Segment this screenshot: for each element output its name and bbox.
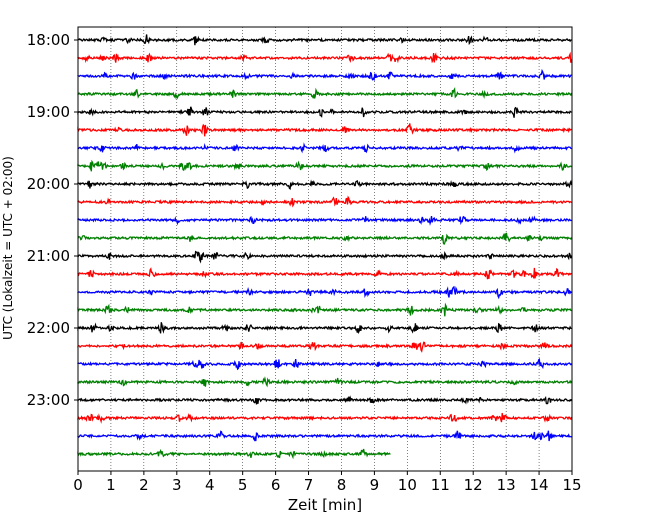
trace-line	[77, 142, 572, 154]
trace-line	[77, 51, 573, 64]
x-tick-label: 8	[337, 476, 347, 494]
x-tick-label: 15	[562, 476, 581, 494]
trace-line	[77, 395, 573, 405]
trace-line	[77, 285, 573, 300]
trace-line	[77, 250, 573, 264]
x-tick-label: 2	[139, 476, 149, 494]
trace-line	[77, 68, 572, 82]
trace-line	[77, 232, 573, 246]
trace-line	[77, 341, 573, 353]
trace-line	[77, 322, 572, 335]
trace-line	[77, 430, 572, 442]
trace-line	[77, 448, 391, 460]
y-tick-label: 23:00	[27, 391, 70, 409]
x-tick-label: 0	[73, 476, 83, 494]
x-tick-label: 3	[172, 476, 182, 494]
trace-line	[77, 179, 573, 191]
x-tick-label: 13	[497, 476, 516, 494]
x-tick-label: 9	[370, 476, 380, 494]
trace-line	[77, 123, 572, 137]
y-tick-label: 20:00	[27, 175, 70, 193]
trace-line	[77, 215, 572, 226]
vertical-grid	[110, 27, 540, 471]
trace-line	[77, 195, 572, 208]
x-tick-label: 6	[271, 476, 281, 494]
x-tick-label: 7	[304, 476, 314, 494]
seismic-traces	[77, 34, 573, 460]
x-tick-label: 14	[530, 476, 549, 494]
trace-line	[77, 34, 572, 46]
x-axis-label: Zeit [min]	[288, 496, 362, 514]
x-axis-ticks: 0 1 2 3 4 5 6 7 8 9 10 11 12 13 14 15	[73, 471, 582, 494]
trace-line	[77, 376, 573, 388]
plot-frame	[77, 26, 573, 472]
trace-line	[77, 357, 573, 371]
x-tick-label: 10	[398, 476, 417, 494]
trace-line	[77, 159, 573, 172]
trace-line	[77, 412, 573, 424]
y-tick-label: 22:00	[27, 319, 70, 337]
trace-line	[77, 267, 572, 280]
y-tick-label: 19:00	[27, 103, 70, 121]
trace-line	[77, 87, 573, 100]
y-tick-label: 18:00	[27, 31, 70, 49]
y-axis-ticks: 18:00 19:00 20:00 21:00 22:00 23:00	[27, 31, 78, 409]
trace-line	[77, 302, 572, 317]
x-tick-label: 4	[205, 476, 215, 494]
x-tick-label: 11	[431, 476, 450, 494]
x-tick-label: 12	[464, 476, 483, 494]
y-axis-label: UTC (Lokalzeit = UTC + 02:00)	[1, 156, 15, 340]
trace-line	[77, 106, 572, 118]
x-tick-label: 5	[238, 476, 248, 494]
x-tick-label: 1	[106, 476, 116, 494]
y-tick-label: 21:00	[27, 247, 70, 265]
